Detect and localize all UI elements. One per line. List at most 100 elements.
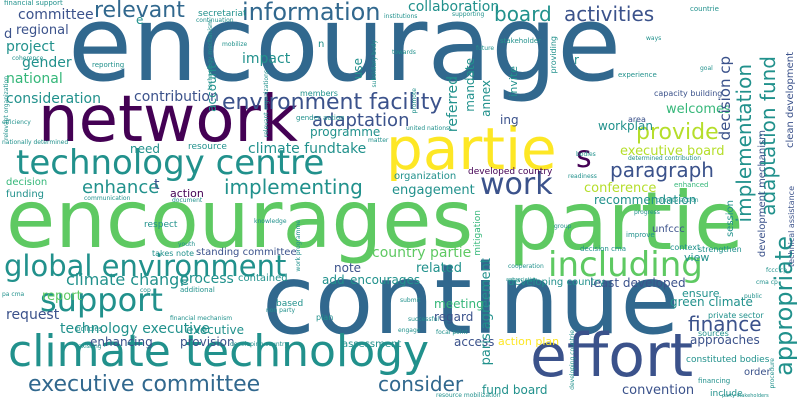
word-committee: committee xyxy=(18,7,94,23)
word-progress: progress xyxy=(634,209,660,216)
word-country-partie: country partie xyxy=(372,245,472,261)
word-convention: convention xyxy=(622,383,695,398)
word-referred: referred xyxy=(445,76,461,133)
word-standing-committee: standing committee xyxy=(196,247,297,258)
word-technical-assistance: technical assistance xyxy=(787,186,796,267)
word-provide: provide xyxy=(636,120,719,145)
word-technology-mechanism: technology mechanism xyxy=(207,20,214,90)
word-paragraph: paragraph xyxy=(610,158,714,182)
word-based: based xyxy=(276,299,304,309)
word-encourages-2: encourages xyxy=(350,273,421,287)
word-programme: programme xyxy=(310,125,381,139)
word-provision: provision xyxy=(180,335,235,349)
word-action-plan: action plan xyxy=(498,335,560,348)
word-institutions: institutions xyxy=(384,13,418,20)
word-secretariat: secretariat xyxy=(198,9,247,19)
word-use: use xyxy=(351,58,365,80)
word-information: information xyxy=(242,0,381,26)
word-adaptation: adaptation xyxy=(312,110,410,131)
word-developed-country: developed country xyxy=(468,167,553,177)
word-access: access xyxy=(454,335,495,349)
word-readiness: readiness xyxy=(568,173,597,180)
word-ing: ing xyxy=(500,113,519,127)
word-matter: matter xyxy=(368,137,389,144)
word-partie-2: partie xyxy=(386,115,557,183)
word-contained: contained xyxy=(238,273,288,284)
word-note: note xyxy=(334,261,362,275)
word-green-climate: green climate xyxy=(670,295,753,309)
word-subsidiary-body: subsidiary body xyxy=(371,40,378,88)
word-approaches: approaches xyxy=(690,333,760,347)
word-climate-technology: climate technology xyxy=(8,326,430,377)
word-ensure: ensure xyxy=(682,287,720,300)
word-decision: decision xyxy=(6,177,48,188)
word-development-mechanism: development mechanism xyxy=(757,130,768,258)
word-appreciation: appreciation xyxy=(506,277,538,283)
word-developing-countrie: developing countrie xyxy=(569,330,576,390)
word-consider: consider xyxy=(378,372,464,396)
word-improve: improve xyxy=(626,231,655,239)
word-relevant: relevant xyxy=(94,0,185,23)
word-welcomes: welcomes xyxy=(666,102,731,117)
word-financing: financing xyxy=(698,377,731,385)
word-ways: ways xyxy=(646,35,662,42)
word-need: need xyxy=(130,142,160,156)
word-action: action xyxy=(170,187,204,200)
word-continue: continue xyxy=(262,244,680,356)
word-private-sector: private sector xyxy=(708,311,764,320)
word-relevant-organization: relevant organization xyxy=(3,76,10,140)
word-decision-cma: decision cma xyxy=(580,245,627,253)
word-climate-fund: climate fund xyxy=(248,141,336,157)
word-pa-cma: pa cma xyxy=(2,291,25,298)
word-impact: impact xyxy=(242,51,291,67)
word-encourage: encourage xyxy=(68,0,622,105)
word-gender: gender xyxy=(22,55,72,71)
word-annex: annex xyxy=(479,80,493,117)
word-engagement: engagement xyxy=(392,183,475,198)
word-providing: providing xyxy=(549,36,558,74)
word-enhance: enhance xyxy=(82,177,160,198)
word-conference: conference xyxy=(584,181,657,196)
word-additional: additional xyxy=(180,286,215,294)
word-towards: towards xyxy=(392,49,416,56)
word-regional: regional xyxy=(16,23,69,38)
word-paris-agreement: paris agreement xyxy=(479,258,494,366)
word-mitigation: mitigation xyxy=(473,210,483,256)
word-s: s xyxy=(576,140,592,175)
word-project: project xyxy=(6,39,55,55)
word-activities: activities xyxy=(564,2,655,26)
word-knowledge: knowledge xyxy=(254,218,287,225)
word-policies: policies xyxy=(76,325,103,333)
word-implementing: implementing xyxy=(224,175,363,199)
word-resource-mobilization: resource mobilization xyxy=(436,392,501,399)
word-experience: experience xyxy=(618,71,657,79)
word-non-party: non party xyxy=(266,307,296,314)
word-d: d xyxy=(4,27,13,42)
word-encourages: encourages xyxy=(6,173,474,266)
word-communication: communication xyxy=(84,195,131,202)
word-executive-board: executive board xyxy=(620,144,725,159)
word-global-environment: global environment xyxy=(4,249,287,283)
word-including: including xyxy=(548,245,703,285)
word-technology-centre: technology centre xyxy=(16,143,325,183)
word-document: document xyxy=(172,197,203,204)
word-fccc-cp: fccc cp xyxy=(766,267,788,274)
word-cooperation: cooperation xyxy=(508,263,544,270)
word-enhanced: enhanced xyxy=(674,181,709,189)
word-climate-change: climate change xyxy=(66,270,190,289)
word-regard: regard xyxy=(434,310,474,324)
word-respect: respect xyxy=(144,220,178,230)
word-members: members xyxy=(300,89,338,98)
word-countrie: countrie xyxy=(690,5,719,13)
word-least-developed: least developed xyxy=(590,276,686,290)
word-invite: invite xyxy=(507,66,520,97)
word-request: request xyxy=(6,307,60,323)
word-supporting: supporting xyxy=(452,11,485,18)
word-funding: funding xyxy=(6,189,45,200)
word-sources: sources xyxy=(698,329,729,338)
word-technology-executive: technology executive xyxy=(60,321,210,337)
word-work-programme: work programme xyxy=(295,220,302,272)
word-relevant-organizations: relevant organizations xyxy=(263,70,270,138)
word-takes-note: takes note xyxy=(152,249,195,258)
word-board: board xyxy=(494,2,552,26)
